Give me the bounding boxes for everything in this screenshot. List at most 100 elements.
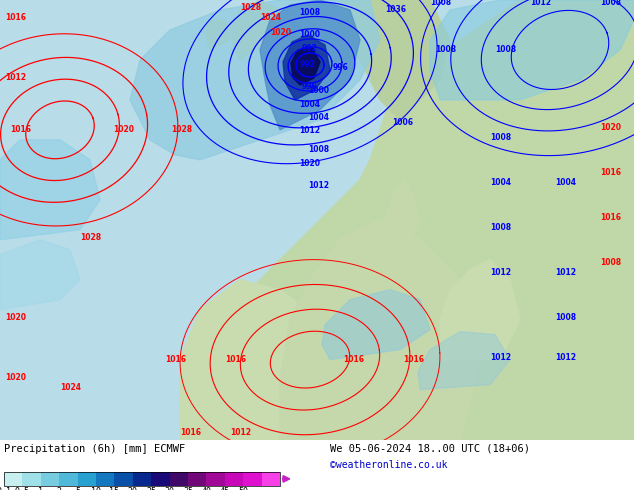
Text: 50: 50 [238,487,248,490]
Text: 1020: 1020 [299,159,321,169]
Text: 0.5: 0.5 [15,487,30,490]
Text: 996: 996 [302,82,318,92]
Text: 40: 40 [202,487,211,490]
Text: 1016: 1016 [226,355,247,364]
Text: 25: 25 [146,487,156,490]
Text: 1008: 1008 [490,133,511,142]
Bar [133,472,151,486]
Bar [207,472,225,486]
Text: 1012: 1012 [530,0,551,7]
Text: 20: 20 [128,487,138,490]
Text: 1020: 1020 [270,28,291,37]
Polygon shape [280,220,480,440]
Text: 1020: 1020 [5,313,26,321]
Text: 5: 5 [75,487,80,490]
Text: 1016: 1016 [11,125,32,134]
Bar [4,472,280,486]
Text: 1012: 1012 [308,181,329,190]
Polygon shape [0,140,100,240]
Text: 1008: 1008 [436,46,456,54]
Polygon shape [0,240,80,310]
Polygon shape [205,20,230,50]
Text: 1028: 1028 [171,125,193,134]
Text: 1024: 1024 [260,13,281,22]
Text: 1036: 1036 [385,5,406,14]
Text: 1012: 1012 [555,268,576,277]
Text: 1: 1 [38,487,43,490]
Polygon shape [180,280,340,440]
Text: 1004: 1004 [555,178,576,187]
Text: 1012: 1012 [555,353,576,362]
Text: 10: 10 [91,487,101,490]
Polygon shape [180,0,634,440]
Text: 1006: 1006 [392,118,413,127]
Text: 1016: 1016 [600,213,621,222]
Text: 1016: 1016 [165,355,186,364]
Bar [59,472,77,486]
Text: 1024: 1024 [60,383,81,392]
Text: 1016: 1016 [180,428,201,437]
Polygon shape [418,332,510,390]
Polygon shape [291,48,320,85]
Text: We 05-06-2024 18..00 UTC (18+06): We 05-06-2024 18..00 UTC (18+06) [330,443,530,454]
Text: 1008: 1008 [430,0,451,7]
Bar [170,472,188,486]
Text: 1020: 1020 [600,123,621,132]
Text: 992: 992 [300,60,316,70]
Polygon shape [260,0,360,130]
Text: 1008: 1008 [299,8,321,18]
Bar [77,472,96,486]
Text: Precipitation (6h) [mm] ECMWF: Precipitation (6h) [mm] ECMWF [4,443,185,454]
Text: 1012: 1012 [490,353,511,362]
Text: 1028: 1028 [240,3,261,12]
Text: 35: 35 [183,487,193,490]
Bar [96,472,114,486]
Text: 45: 45 [220,487,230,490]
Text: 1008: 1008 [600,0,621,7]
Polygon shape [360,180,420,319]
Polygon shape [230,0,280,60]
Polygon shape [440,260,520,360]
Text: 1028: 1028 [80,233,101,242]
Polygon shape [430,0,634,100]
Text: 1008: 1008 [600,258,621,267]
Polygon shape [130,0,380,160]
Bar [151,472,170,486]
Text: 0.1: 0.1 [0,487,11,490]
Text: 1008: 1008 [490,223,511,232]
Text: 992: 992 [302,45,318,53]
Bar [114,472,133,486]
Bar [4,472,22,486]
Text: 1008: 1008 [495,46,517,54]
Text: 1012: 1012 [299,126,321,135]
Text: 996: 996 [333,63,349,72]
Text: 1016: 1016 [403,355,425,364]
Bar [262,472,280,486]
Bar [225,472,243,486]
Text: 1020: 1020 [113,125,134,134]
Text: 1012: 1012 [490,268,511,277]
Bar [41,472,59,486]
Text: ©weatheronline.co.uk: ©weatheronline.co.uk [330,460,448,470]
Text: 15: 15 [110,487,119,490]
Polygon shape [322,290,430,360]
Text: 1008: 1008 [555,313,576,321]
Text: 1016: 1016 [600,168,621,177]
Bar [22,472,41,486]
Text: 1012: 1012 [5,73,26,82]
Text: 1012: 1012 [230,428,251,437]
Text: 1008: 1008 [308,145,329,154]
Text: 1000: 1000 [308,86,329,95]
Polygon shape [283,35,330,100]
Bar [188,472,207,486]
Text: 1020: 1020 [5,372,26,382]
Polygon shape [340,0,450,120]
Text: 1004: 1004 [490,178,511,187]
Text: 2: 2 [56,487,61,490]
Text: 1004: 1004 [299,100,321,109]
Text: 1000: 1000 [299,30,321,40]
Text: 1004: 1004 [308,113,329,122]
Text: 30: 30 [165,487,174,490]
Bar [243,472,262,486]
Text: 1016: 1016 [344,355,365,364]
